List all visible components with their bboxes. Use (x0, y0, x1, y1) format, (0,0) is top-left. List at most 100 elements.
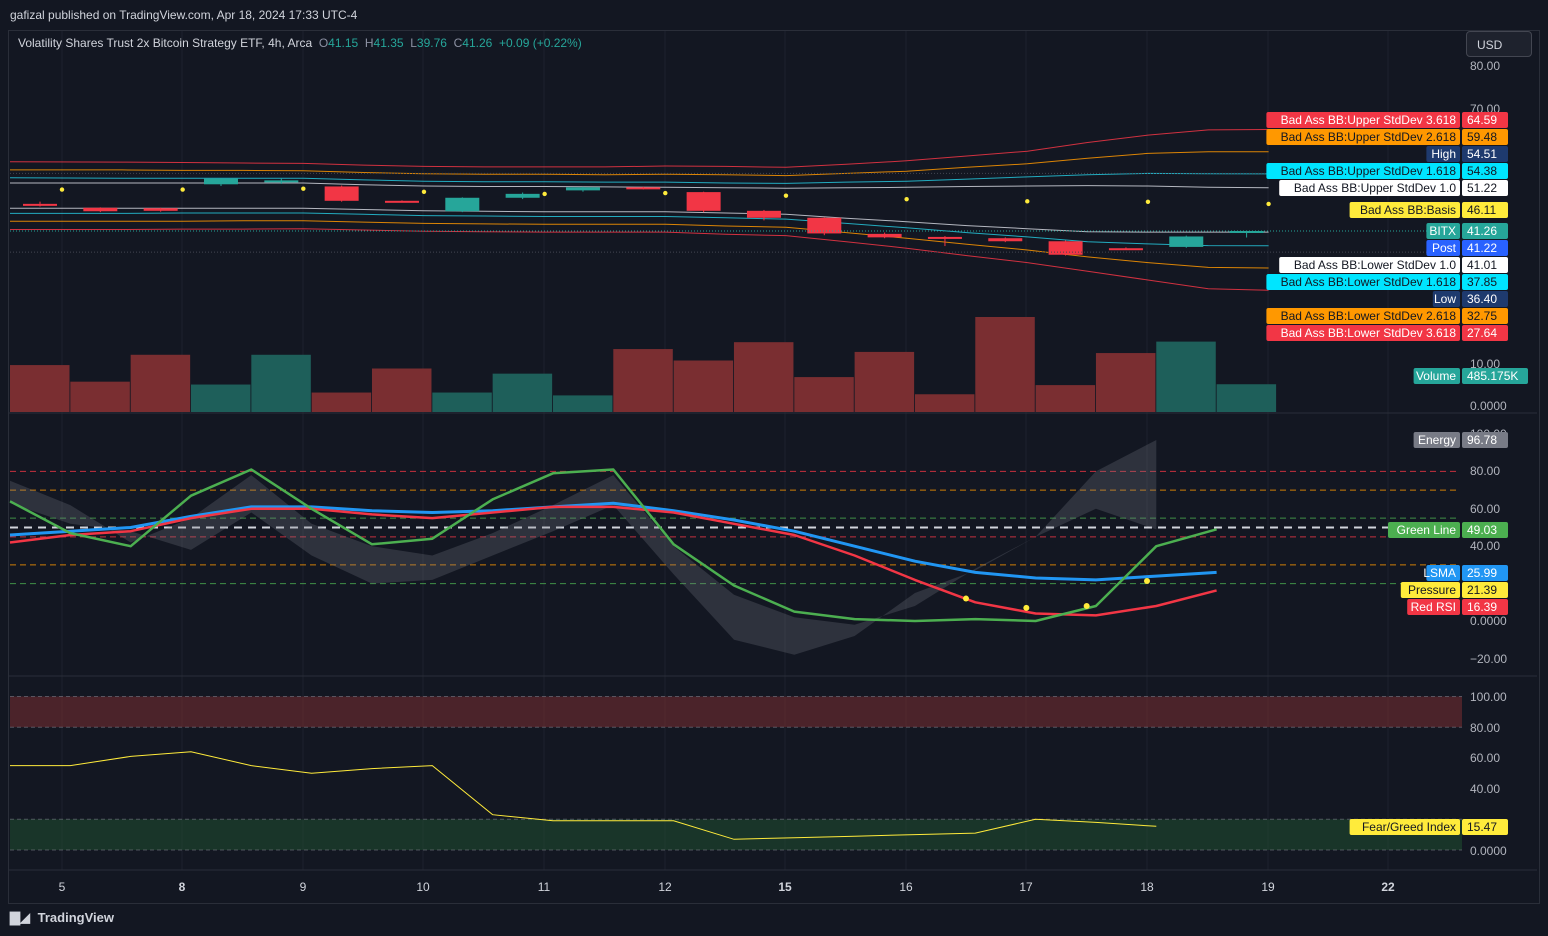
price-label-name-bg (1407, 599, 1460, 615)
bollinger-lower-1-0 (10, 207, 1269, 233)
candle-body (384, 200, 419, 203)
candle-body (143, 208, 178, 211)
price-axis-tick: 10.00 (1470, 357, 1500, 371)
candle-body (686, 192, 721, 211)
fg-axis-tick: 0.0000 (1470, 844, 1507, 858)
high-label: H (364, 36, 374, 50)
candle-body (83, 207, 118, 212)
bollinger-lower-1-618 (10, 212, 1269, 247)
price-label-value-bg (1462, 819, 1508, 835)
price-label-value-bg (1462, 163, 1508, 179)
price-label-name-bg (1266, 163, 1460, 179)
osc-axis-tick: 60.00 (1470, 502, 1500, 516)
price-label-value: 41.01 (1467, 258, 1497, 272)
price-label-name: Green Line (1397, 523, 1457, 537)
price-label-value-bg (1462, 582, 1508, 598)
fg-axis-tick: 40.00 (1470, 782, 1500, 796)
price-label-value: 46.11 (1467, 203, 1496, 217)
price-label-value: 59.48 (1467, 130, 1497, 144)
volume-bar (673, 360, 734, 412)
price-label-name: Bad Ass BB:Upper StdDev 1.618 (1281, 164, 1457, 178)
candle-body (927, 236, 962, 239)
price-label-fear-greed-index: Fear/Greed Index 15.47 (1349, 819, 1508, 835)
price-label-name: Bad Ass BB:Upper StdDev 3.618 (1281, 113, 1457, 127)
price-label-name: BITX (1429, 224, 1456, 238)
price-label-name: Bad Ass BB:Lower StdDev 2.618 (1281, 309, 1457, 323)
basis-dot (663, 190, 668, 196)
price-label-bad-ass-bb-lower-stddev-3-618: Bad Ass BB:Lower StdDev 3.618 27.64 (1266, 325, 1508, 341)
candle-body (807, 217, 842, 234)
price-label-value-bg (1462, 180, 1508, 196)
price-label-value: 27.64 (1467, 326, 1497, 340)
price-label-name-bg (1413, 432, 1460, 448)
price-label-value: 64.59 (1467, 113, 1497, 127)
greed-zone (10, 696, 1462, 728)
currency-button[interactable]: USD (1466, 31, 1532, 57)
price-label-name: Energy (1418, 433, 1456, 447)
price-label-volume: Volume 485.175K (1413, 368, 1528, 384)
price-label-value-bg (1462, 368, 1528, 384)
price-label-value: 15.47 (1467, 820, 1497, 834)
volume-bar (1095, 353, 1156, 412)
time-axis-tick: 18 (1140, 880, 1154, 894)
price-label-name: Fear/Greed Index (1362, 820, 1456, 834)
candle-body (23, 203, 57, 206)
close-value: 41.26 (462, 36, 493, 50)
price-label-value-bg (1462, 432, 1508, 448)
volume-bar (130, 354, 191, 412)
basis-dot (783, 193, 789, 198)
bollinger-lower-3-618 (10, 228, 1269, 291)
candle-body (746, 210, 781, 218)
price-label-value-bg (1462, 129, 1508, 145)
price-label-name-bg (1432, 291, 1460, 307)
price-label-name-bg (1426, 240, 1460, 256)
price-label-value-bg (1462, 308, 1508, 324)
candle-body (1229, 231, 1264, 233)
volume-bar (794, 377, 854, 412)
price-label-name: Bad Ass BB:Lower StdDev 1.618 (1281, 275, 1457, 289)
price-label-value-bg (1462, 146, 1508, 162)
basis-dot (904, 196, 909, 202)
price-label-green-line: Green Line 49.03 (1388, 522, 1508, 538)
price-label-value-bg (1462, 325, 1508, 341)
footer-brand[interactable]: ▇◢ TradingView (10, 910, 114, 926)
time-axis-tick: 15 (778, 880, 792, 894)
low-label: L (410, 36, 417, 50)
volume-bar (914, 394, 975, 412)
volume-bar (1216, 384, 1277, 412)
time-axis-tick: 11 (538, 880, 551, 894)
price-label-value: 21.39 (1467, 583, 1497, 597)
price-label-pressure: Pressure 21.39 (1400, 582, 1508, 598)
price-label-energy: Energy 96.78 (1413, 432, 1508, 448)
price-label-name: High (1431, 147, 1456, 161)
price-label-bitx: BITX 41.26 (1426, 223, 1508, 239)
low-value: 39.76 (416, 36, 447, 50)
price-label-name-bg (1266, 129, 1460, 145)
volume-bar (190, 384, 251, 412)
candle-body (1048, 241, 1083, 255)
price-label-red-rsi: Red RSI 16.39 (1407, 599, 1508, 615)
fg-axis-tick: 80.00 (1470, 721, 1500, 735)
volume-bar (552, 395, 613, 412)
candle-body (988, 238, 1023, 242)
red-rsi-line (9, 505, 1217, 617)
fg-axis-tick: 60.00 (1470, 751, 1500, 765)
price-label-post: Post 41.22 (1426, 240, 1508, 256)
candle-body (324, 186, 359, 201)
volume-bar (1035, 385, 1096, 412)
volume-bar (251, 354, 311, 412)
symbol-title: Volatility Shares Trust 2x Bitcoin Strat… (18, 36, 313, 50)
symbol-legend: Volatility Shares Trust 2x Bitcoin Strat… (18, 36, 582, 50)
price-label-name: Bad Ass BB:Lower StdDev 3.618 (1281, 326, 1457, 340)
price-label-value-bg (1462, 599, 1508, 615)
price-label-value: 16.39 (1467, 600, 1497, 614)
candle-body (867, 233, 902, 238)
price-label-value-bg (1462, 223, 1508, 239)
price-label-name: LSMA (1423, 566, 1456, 580)
price-label-value-bg (1462, 291, 1508, 307)
price-axis-tick: 0.0000 (1470, 399, 1507, 413)
price-label-bad-ass-bb-basis: Bad Ass BB:Basis 46.11 (1349, 202, 1508, 218)
volume-bar (613, 349, 673, 412)
time-axis-tick: 16 (899, 880, 913, 894)
